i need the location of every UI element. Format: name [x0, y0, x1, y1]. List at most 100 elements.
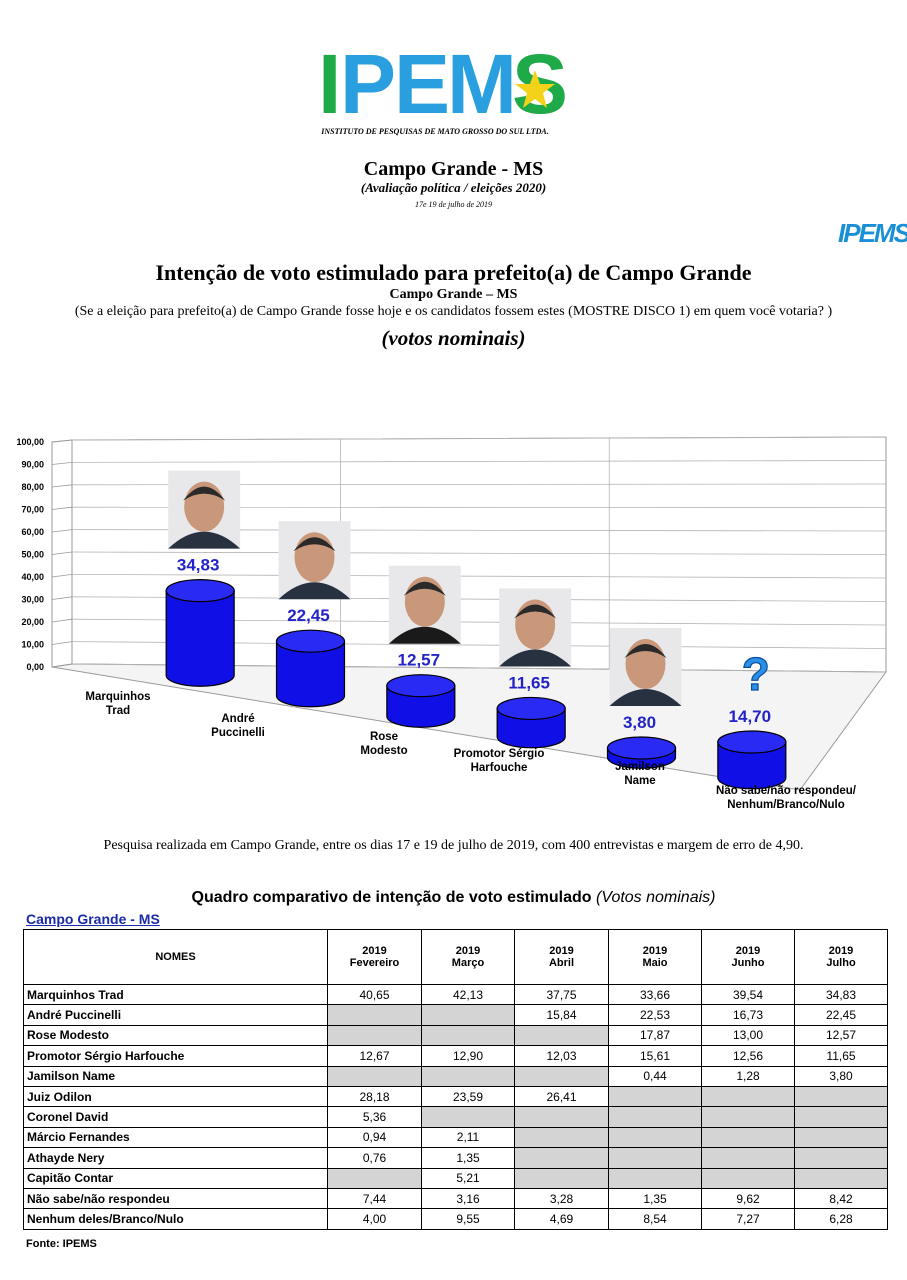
bar [496, 696, 566, 749]
table-cell: 22,45 [794, 1004, 888, 1026]
table-row: Nenhum deles/Branco/Nulo 4,00 9,55 4,69 8,54… [23, 1208, 888, 1230]
y-tick-label: 10,00 [21, 640, 44, 650]
table-cell: 1,35 [608, 1187, 702, 1210]
gridline [51, 506, 73, 510]
table-cell [608, 1085, 702, 1108]
table-row: Juiz Odilon 28,18 23,59 26,41 [23, 1085, 888, 1108]
table-row: Jamilson Name 0,44 1,28 3,80 [23, 1065, 888, 1087]
table-cell [794, 1147, 888, 1169]
logo-caption: INSTITUTO DE PESQUISAS DE MATO GROSSO DO… [321, 127, 549, 136]
star-icon [515, 70, 555, 108]
table-cell [421, 1065, 515, 1087]
y-tick-label: 60,00 [21, 527, 44, 537]
y-tick-label: 100,00 [16, 437, 44, 447]
bar-body [386, 685, 456, 728]
gridline [51, 551, 73, 555]
table-cell: 4,00 [327, 1208, 422, 1230]
bar [606, 736, 677, 769]
category-label: Jamilson Name [615, 761, 665, 787]
column-year: 2019 [455, 945, 481, 957]
svg-text:?: ? [742, 648, 770, 700]
table-cell: 12,67 [327, 1045, 422, 1067]
candidate-name: Rose Modesto [23, 1024, 328, 1047]
table-cell: 16,73 [701, 1004, 795, 1026]
column-year: 2019 [828, 945, 854, 957]
table-city-link[interactable]: Campo Grande - MS [26, 911, 160, 927]
bar-top [386, 674, 456, 698]
chart-bars [165, 579, 787, 790]
table-header-row: NOMES 2019 Fevereiro 2019 Março 2019 Abril … [23, 929, 888, 985]
bar-top [496, 696, 566, 721]
table-title-italic: (Votos nominais) [596, 889, 716, 906]
table-cell [327, 1065, 422, 1087]
table-body: Marquinhos Trad 40,65 42,13 37,75 33,66 39,54… [23, 983, 888, 1230]
y-tick-label: 40,00 [21, 572, 44, 582]
table-row: André Puccinelli 15,84 22,53 16,73 22,45 [23, 1004, 888, 1026]
gridline [51, 618, 73, 623]
table-cell: 6,28 [794, 1208, 888, 1230]
table-cell: 1,35 [421, 1147, 515, 1169]
candidate-name: Não sabe/não respondeu [23, 1187, 328, 1210]
gridline [51, 484, 73, 488]
table-row: Capitão Contar 5,21 [23, 1167, 888, 1189]
table-cell: 0,44 [608, 1065, 702, 1087]
category-label-line: Puccinelli [211, 727, 265, 739]
column-month: Junho [731, 957, 765, 969]
table-cell: 5,21 [421, 1167, 515, 1189]
table-cell: 26,41 [514, 1085, 609, 1108]
logo-letter: M [447, 37, 517, 131]
column-month: Março [451, 957, 485, 969]
column-header: 2019 Junho [701, 929, 795, 985]
chart-title: Intenção de voto estimulado para prefeit… [155, 260, 752, 285]
column-year: 2019 [549, 945, 574, 957]
table-cell: 15,61 [608, 1045, 702, 1067]
table-cell: 39,54 [701, 983, 795, 1006]
table-row: Rose Modesto 17,87 13,00 12,57 [23, 1024, 888, 1047]
table-cell [514, 1167, 609, 1189]
mini-logo: IPEMS [838, 218, 907, 248]
category-label-line: Trad [106, 705, 130, 717]
table-cell: 7,27 [701, 1208, 795, 1230]
candidate-name: Coronel David [23, 1106, 328, 1128]
value-label: 11,65 [508, 673, 550, 692]
table-row: Promotor Sérgio Harfouche 12,67 12,90 12,03… [23, 1045, 888, 1067]
table-row: Márcio Fernandes 0,94 2,11 [23, 1126, 888, 1149]
column-year: 2019 [362, 945, 387, 957]
table-source: Fonte: IPEMS [26, 1238, 97, 1250]
category-label-line: Não sabe/não respondeu/ [716, 785, 857, 797]
gridline [71, 573, 887, 579]
logo-letter: P [340, 37, 396, 131]
bar-top [275, 629, 346, 653]
table-cell: 22,53 [608, 1004, 702, 1026]
gridline [51, 462, 73, 465]
bar [165, 579, 235, 687]
table-cell: 12,03 [514, 1045, 609, 1067]
column-month: Abril [548, 957, 575, 969]
table-cell: 23,59 [421, 1085, 515, 1108]
value-label: 3,80 [623, 713, 656, 732]
candidate-name: Juiz Odilon [23, 1085, 328, 1108]
table-cell: 9,62 [701, 1187, 795, 1210]
chart-question: (Se a eleição para prefeito(a) de Campo … [74, 304, 833, 319]
column-month: Fevereiro [349, 957, 400, 969]
value-label: 34,83 [177, 556, 220, 575]
category-label-line: Rose [370, 731, 398, 743]
bar [386, 674, 456, 728]
gridline [51, 574, 73, 578]
gridline [71, 551, 887, 555]
category-label: Não sabe/não respondeu/Nenhum/Branco/Nul… [716, 785, 857, 811]
table-cell [794, 1126, 888, 1149]
table-cell [794, 1106, 888, 1128]
bar [717, 730, 787, 790]
candidate-photo [278, 521, 351, 600]
y-tick-label: 50,00 [21, 550, 44, 560]
candidate-photo [609, 628, 682, 707]
category-label-line: Marquinhos [85, 691, 150, 703]
table-cell [514, 1106, 609, 1128]
table-cell: 15,84 [514, 1004, 609, 1026]
candidate-photo [499, 588, 572, 667]
gridline [51, 641, 73, 645]
table-cell [514, 1024, 609, 1047]
city-subtitle: (Avaliação política / eleições 2020) [360, 180, 547, 195]
table-cell [327, 1167, 422, 1189]
